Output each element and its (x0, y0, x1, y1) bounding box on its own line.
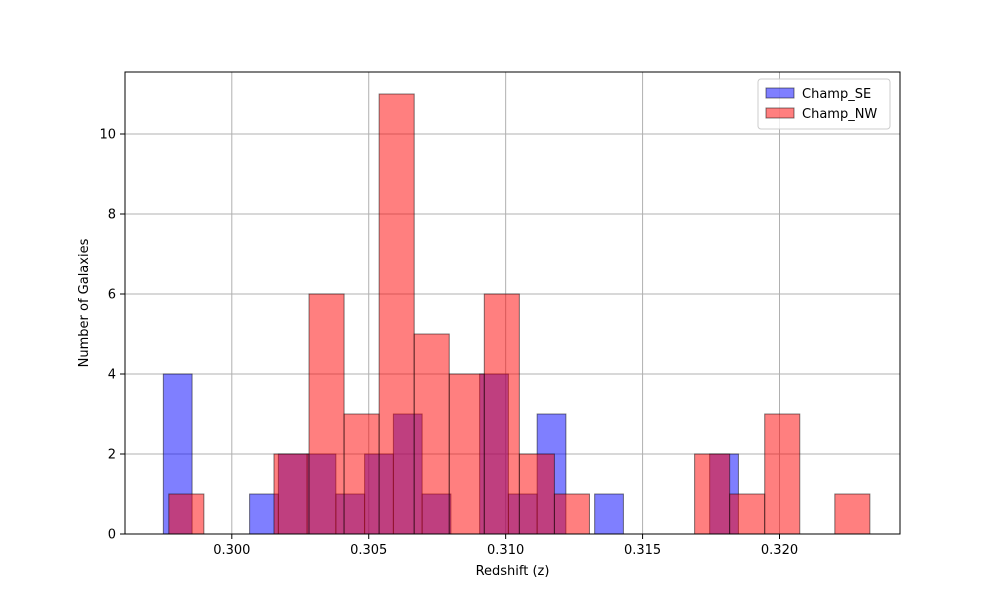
y-tick-label: 0 (108, 528, 116, 543)
bar-champ-nw (343, 413, 380, 535)
bar-champ-se (594, 493, 624, 535)
legend-label-champ-nw: Champ_NW (802, 107, 877, 122)
bar-champ-nw (694, 453, 731, 535)
bar-champ-nw (834, 493, 871, 535)
bar-champ-nw (273, 453, 310, 535)
bar-champ-nw (168, 493, 205, 535)
bar-champ-nw (378, 93, 415, 535)
bar-champ-nw (764, 413, 801, 535)
plot-frame (124, 71, 901, 535)
x-tick-label: 0.300 (213, 543, 250, 558)
x-tick-label: 0.305 (350, 543, 387, 558)
y-tick-label: 6 (108, 288, 116, 303)
x-tick-label: 0.310 (487, 543, 524, 558)
y-tick-label: 2 (108, 448, 116, 463)
series-champ-nw (168, 93, 871, 535)
bar-champ-nw (518, 453, 555, 535)
legend-swatch-champ-nw (765, 107, 795, 119)
y-tick-label: 8 (108, 208, 116, 223)
bar-champ-nw (448, 373, 485, 535)
x-tick-label: 0.320 (761, 543, 798, 558)
legend-swatch-champ-se (765, 87, 795, 99)
y-tick-label: 4 (108, 368, 116, 383)
bar-champ-nw (729, 493, 766, 535)
legend-label-champ-se: Champ_SE (802, 87, 871, 102)
bar-champ-nw (413, 333, 450, 535)
legend: Champ_SE Champ_NW (757, 78, 891, 130)
y-axis-ticks: 0 2 4 6 8 10 (99, 128, 125, 543)
y-tick-label: 10 (99, 128, 116, 143)
bar-champ-nw (553, 493, 590, 535)
x-tick-label: 0.315 (624, 543, 661, 558)
bar-champ-nw (308, 293, 345, 535)
bar-champ-nw (483, 293, 520, 535)
x-axis-ticks: 0.300 0.305 0.310 0.315 0.320 (213, 534, 798, 558)
x-axis-label: Redshift (z) (476, 564, 550, 579)
bars (162, 93, 871, 535)
y-axis-label: Number of Galaxies (77, 238, 92, 367)
